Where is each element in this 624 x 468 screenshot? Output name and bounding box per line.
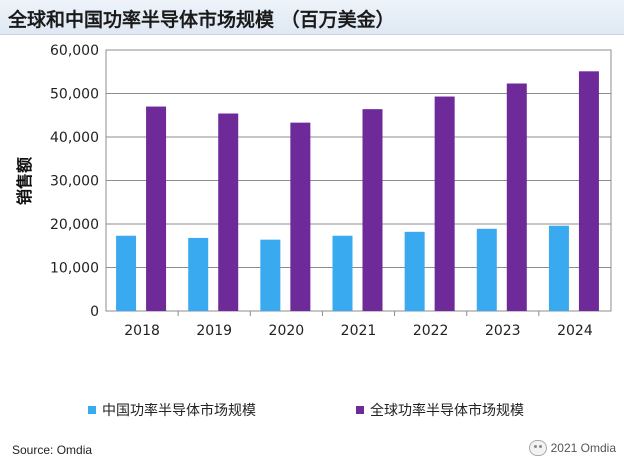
bar-global-2018 bbox=[146, 106, 167, 311]
y-tick-label: 0 bbox=[90, 304, 99, 320]
bar-global-2021 bbox=[362, 109, 383, 311]
legend-swatch-global bbox=[356, 406, 364, 414]
bar-china-2021 bbox=[332, 235, 353, 311]
y-axis-label: 销售额 bbox=[15, 157, 34, 205]
y-tick-label: 30,000 bbox=[50, 174, 99, 190]
bar-global-2019 bbox=[218, 113, 239, 311]
bar-global-2020 bbox=[290, 122, 311, 312]
y-tick-label: 60,000 bbox=[50, 43, 99, 59]
y-tick-label: 20,000 bbox=[50, 217, 99, 233]
bar-china-2019 bbox=[188, 237, 209, 311]
bar-global-2022 bbox=[434, 96, 455, 311]
source-note: Source: Omdia bbox=[12, 443, 93, 457]
watermark-text: 2021 Omdia bbox=[550, 441, 616, 455]
y-tick-label: 50,000 bbox=[50, 87, 99, 103]
bar-global-2024 bbox=[578, 71, 599, 311]
bar-china-2020 bbox=[260, 239, 281, 311]
title-bar: 全球和中国功率半导体市场规模 （百万美金） bbox=[0, 0, 624, 35]
legend: 中国功率半导体市场规模 全球功率半导体市场规模 bbox=[0, 400, 624, 422]
y-tick-label: 40,000 bbox=[50, 130, 99, 146]
bar-chart: 0 10,000 20,000 30,000 40,000 50,000 60,000 201… bbox=[15, 43, 612, 339]
bar-china-2022 bbox=[404, 231, 425, 311]
bar-global-2023 bbox=[506, 83, 527, 312]
x-tick-label: 2018 bbox=[124, 323, 160, 339]
legend-item-global: 全球功率半导体市场规模 bbox=[356, 400, 524, 420]
legend-item-china: 中国功率半导体市场规模 bbox=[88, 400, 256, 420]
bar-china-2018 bbox=[116, 235, 137, 311]
x-tick-label: 2023 bbox=[485, 323, 521, 339]
watermark: 2021 Omdia bbox=[528, 440, 616, 456]
page-title: 全球和中国功率半导体市场规模 （百万美金） bbox=[8, 9, 395, 31]
x-tick-label: 2022 bbox=[413, 323, 449, 339]
bar-china-2024 bbox=[548, 225, 569, 311]
legend-label-china: 中国功率半导体市场规模 bbox=[102, 403, 256, 419]
legend-label-global: 全球功率半导体市场规模 bbox=[370, 403, 524, 419]
x-tick-label: 2019 bbox=[196, 323, 232, 339]
bar-china-2023 bbox=[476, 228, 497, 311]
legend-swatch-china bbox=[88, 406, 96, 414]
x-tick-label: 2021 bbox=[341, 323, 377, 339]
y-tick-label: 10,000 bbox=[50, 261, 99, 277]
plot-area bbox=[105, 49, 612, 312]
x-tick-label: 2024 bbox=[557, 323, 593, 339]
x-tick-label: 2020 bbox=[269, 323, 305, 339]
wechat-icon bbox=[528, 440, 547, 456]
